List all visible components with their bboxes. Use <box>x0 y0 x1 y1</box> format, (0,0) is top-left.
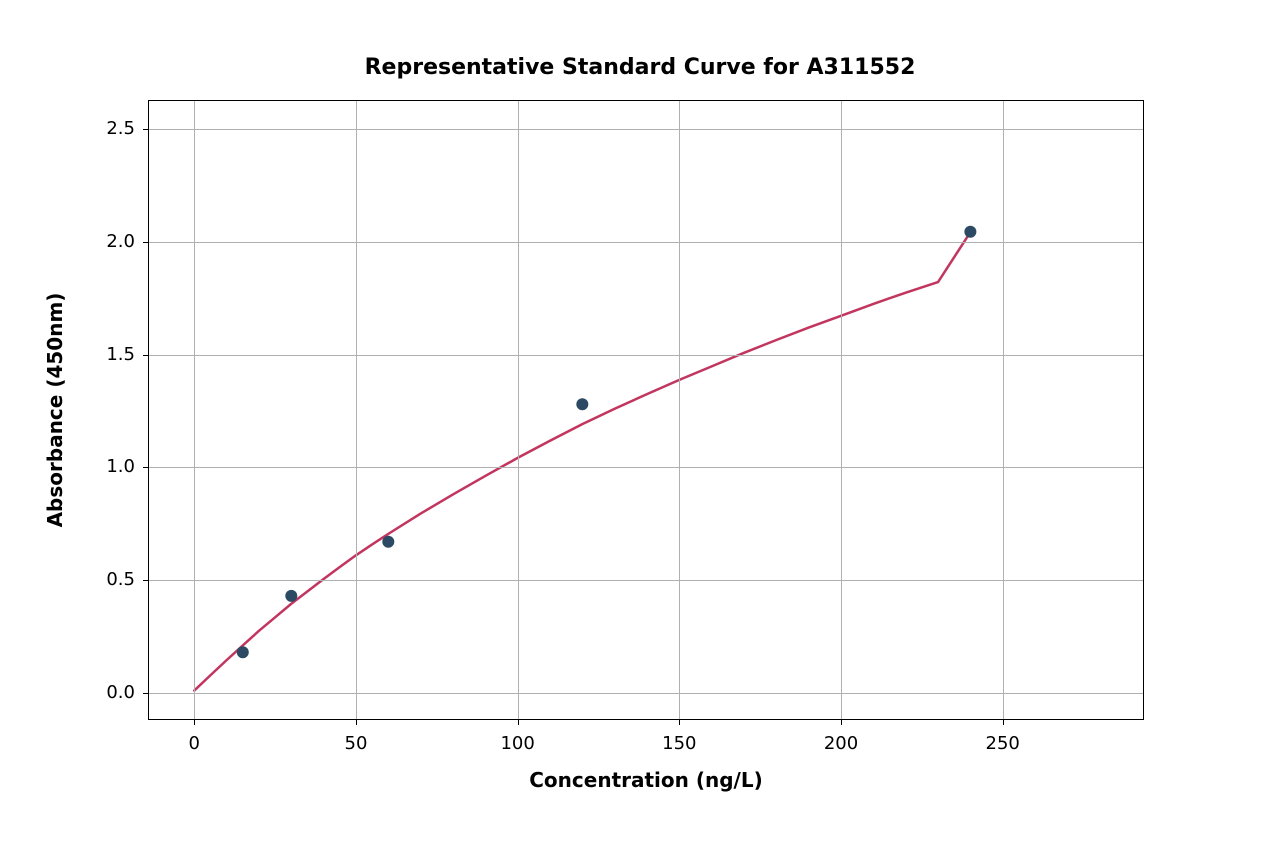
x-tick <box>194 719 195 725</box>
gridline-horizontal <box>149 129 1143 130</box>
data-point <box>382 536 394 548</box>
y-tick-label: 0.0 <box>85 682 135 703</box>
y-tick-label: 2.0 <box>85 231 135 252</box>
gridline-horizontal <box>149 467 1143 468</box>
data-point <box>285 590 297 602</box>
x-axis-label: Concentration (ng/L) <box>148 768 1144 792</box>
y-tick <box>143 693 149 694</box>
fit-curve <box>194 232 970 690</box>
y-tick <box>143 355 149 356</box>
gridline-vertical <box>841 101 842 719</box>
plot-area: 0501001502002500.00.51.01.52.02.5 <box>148 100 1144 720</box>
gridline-vertical <box>1003 101 1004 719</box>
y-axis-label: Absorbance (450nm) <box>43 293 67 528</box>
y-tick-label: 2.5 <box>85 118 135 139</box>
x-tick-label: 150 <box>649 733 709 754</box>
gridline-vertical <box>679 101 680 719</box>
x-tick-label: 50 <box>326 733 386 754</box>
x-tick-label: 250 <box>973 733 1033 754</box>
x-tick-label: 200 <box>811 733 871 754</box>
y-tick <box>143 242 149 243</box>
data-point <box>576 398 588 410</box>
y-tick <box>143 467 149 468</box>
x-tick <box>356 719 357 725</box>
y-tick-label: 0.5 <box>85 569 135 590</box>
y-tick <box>143 580 149 581</box>
chart-title: Representative Standard Curve for A31155… <box>0 55 1280 80</box>
gridline-horizontal <box>149 693 1143 694</box>
data-point <box>964 226 976 238</box>
gridline-horizontal <box>149 580 1143 581</box>
x-tick-label: 0 <box>164 733 224 754</box>
gridline-vertical <box>518 101 519 719</box>
x-tick <box>679 719 680 725</box>
x-tick-label: 100 <box>488 733 548 754</box>
gridline-horizontal <box>149 355 1143 356</box>
y-tick <box>143 129 149 130</box>
x-tick <box>1003 719 1004 725</box>
gridline-vertical <box>356 101 357 719</box>
data-point <box>237 646 249 658</box>
chart-container: Representative Standard Curve for A31155… <box>0 0 1280 845</box>
y-tick-label: 1.0 <box>85 456 135 477</box>
y-tick-label: 1.5 <box>85 344 135 365</box>
x-tick <box>841 719 842 725</box>
gridline-horizontal <box>149 242 1143 243</box>
x-tick <box>518 719 519 725</box>
gridline-vertical <box>194 101 195 719</box>
plot-svg <box>149 101 1143 719</box>
